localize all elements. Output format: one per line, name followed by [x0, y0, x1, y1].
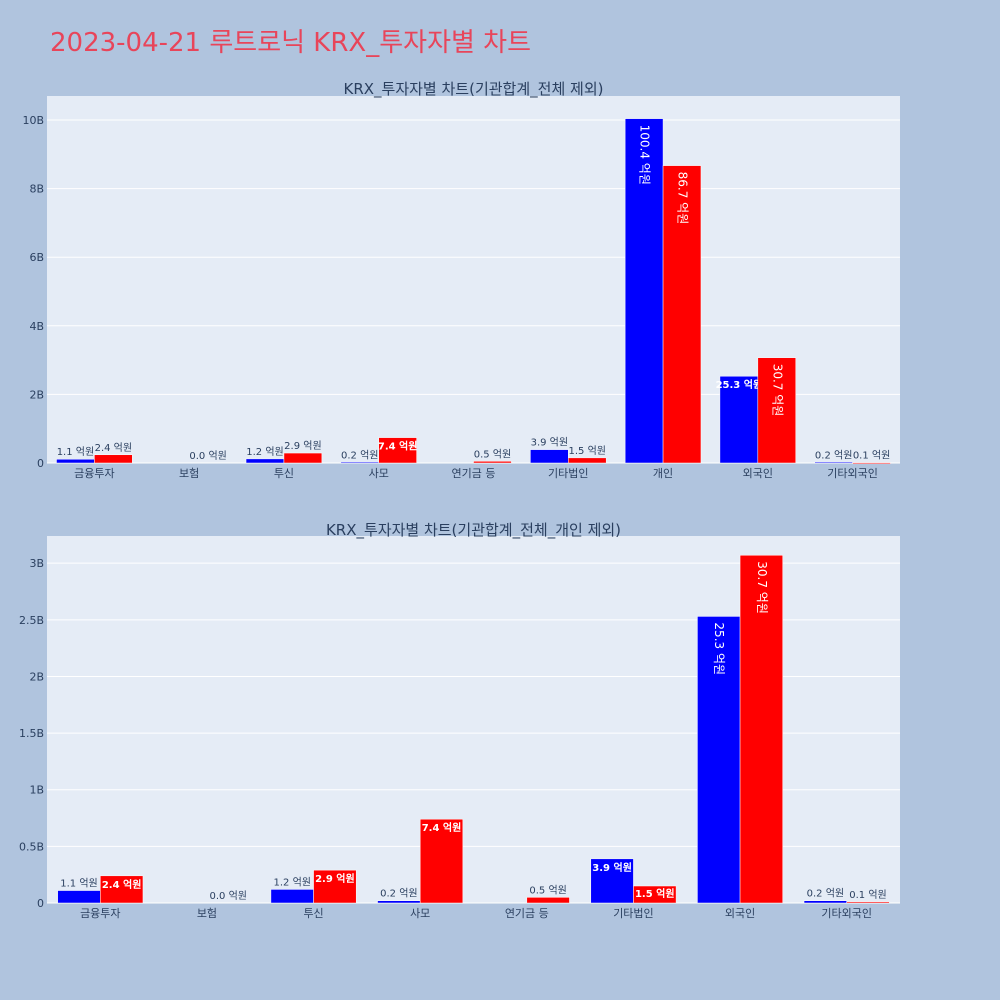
- y-tick-label: 10B: [22, 114, 44, 127]
- data-label: 86.7 억원: [676, 172, 690, 225]
- data-label: 0.2 억원: [341, 449, 378, 461]
- data-label: 0.1 억원: [853, 450, 890, 462]
- y-tick-label: 8B: [29, 183, 44, 196]
- x-tick-label: 사모: [410, 907, 430, 920]
- x-tick-label: 기타외국인: [821, 907, 872, 920]
- bar: [662, 165, 702, 464]
- bar: [624, 118, 664, 464]
- data-label: 7.4 억원: [378, 440, 418, 453]
- data-label: 0.2 억원: [807, 888, 844, 900]
- data-label: 0.5 억원: [474, 448, 511, 460]
- bar: [633, 885, 677, 904]
- chart-title: KRX_투자자별 차트(기관합계_전체_개인 제외): [326, 521, 621, 540]
- data-label: 1.1 억원: [60, 878, 97, 890]
- bar: [313, 869, 357, 904]
- data-label: 30.7 억원: [755, 561, 769, 614]
- data-label: 1.1 억원: [57, 446, 94, 458]
- data-label: 0.0 억원: [189, 450, 226, 462]
- data-label: 0.2 억원: [380, 888, 417, 900]
- chart-title: KRX_투자자별 차트(기관합계_전체 제외): [344, 80, 604, 99]
- y-tick-label: 2.5B: [19, 614, 44, 627]
- x-tick-label: 보험: [179, 467, 199, 480]
- data-label: 0.0 억원: [210, 890, 247, 902]
- x-tick-label: 투신: [274, 467, 294, 480]
- bar: [245, 458, 285, 464]
- data-label: 0.1 억원: [849, 889, 886, 901]
- data-label: 2.4 억원: [95, 442, 132, 454]
- x-tick-label: 외국인: [743, 467, 773, 480]
- bar: [419, 818, 464, 904]
- bar: [377, 900, 421, 904]
- y-tick-label: 1B: [29, 784, 44, 797]
- x-tick-label: 사모: [369, 467, 389, 480]
- y-tick-label: 0: [37, 897, 44, 910]
- chart-1: 0 2B 4B 6B 8B 10B KRX_투자자별 차트(기관합계_전체 제외) 금융투자 1…: [22, 80, 900, 480]
- x-tick-label: 개인: [653, 467, 673, 480]
- bar: [803, 900, 847, 904]
- y-tick-label: 0: [37, 457, 44, 470]
- bar: [568, 457, 607, 464]
- data-label: 3.9 억원: [531, 437, 568, 449]
- data-label: 30.7 억원: [770, 364, 784, 417]
- x-tick-label: 금융투자: [80, 907, 120, 920]
- data-label: 2.4 억원: [102, 878, 142, 891]
- x-tick-label: 기타외국인: [827, 467, 878, 480]
- x-tick-label: 외국인: [725, 907, 755, 920]
- bar: [56, 458, 95, 464]
- bar: [57, 890, 101, 904]
- y-tick-label: 2B: [29, 388, 44, 401]
- y-tick-label: 4B: [29, 320, 44, 333]
- bar: [526, 897, 570, 904]
- x-tick-label: 연기금 등: [452, 467, 496, 480]
- data-label: 1.2 억원: [273, 876, 310, 888]
- chart-2: 0 0.5B 1B 1.5B 2B 2.5B 3B KRX_투자자별 차트(기관합계_전체_개…: [19, 521, 900, 920]
- data-label: 0.5 억원: [529, 884, 566, 896]
- data-label: 2.9 억원: [315, 872, 355, 885]
- bar: [283, 452, 323, 464]
- data-label: 2.9 억원: [284, 440, 321, 452]
- bar: [757, 357, 796, 464]
- y-tick-label: 0.5B: [19, 840, 44, 853]
- bar: [814, 462, 853, 464]
- bar: [697, 616, 741, 904]
- data-label: 25.3 억원: [712, 622, 726, 675]
- bar: [590, 858, 634, 904]
- y-tick-label: 3B: [29, 557, 44, 570]
- bar: [340, 462, 379, 464]
- x-tick-label: 기타법인: [613, 907, 653, 920]
- data-label: 1.2 억원: [246, 446, 283, 458]
- bar: [719, 375, 759, 464]
- data-label: 3.9 억원: [592, 861, 632, 874]
- y-tick-label: 1.5B: [19, 727, 44, 740]
- data-label: 7.4 억원: [422, 821, 462, 834]
- bar: [94, 454, 133, 464]
- bar: [473, 461, 512, 464]
- bar: [739, 555, 783, 904]
- x-tick-label: 보험: [197, 907, 217, 920]
- y-tick-label: 2B: [29, 670, 44, 683]
- bar: [846, 901, 890, 904]
- bar: [530, 449, 569, 464]
- data-label: 25.3 억원: [716, 378, 763, 391]
- page-title: 2023-04-21 루트로닉 KRX_투자자별 차트: [50, 28, 532, 58]
- bar: [100, 875, 144, 904]
- x-tick-label: 기타법인: [548, 467, 588, 480]
- data-label: 0.2 억원: [815, 449, 852, 461]
- data-label: 1.5 억원: [568, 445, 605, 457]
- y-tick-label: 6B: [29, 251, 44, 264]
- x-tick-label: 연기금 등: [505, 907, 549, 920]
- bar: [378, 437, 417, 464]
- x-tick-label: 투신: [303, 907, 323, 920]
- x-tick-label: 금융투자: [74, 467, 114, 480]
- data-label: 100.4 억원: [638, 125, 652, 185]
- data-label: 1.5 억원: [635, 887, 675, 900]
- bar: [270, 889, 314, 904]
- bar: [852, 462, 891, 464]
